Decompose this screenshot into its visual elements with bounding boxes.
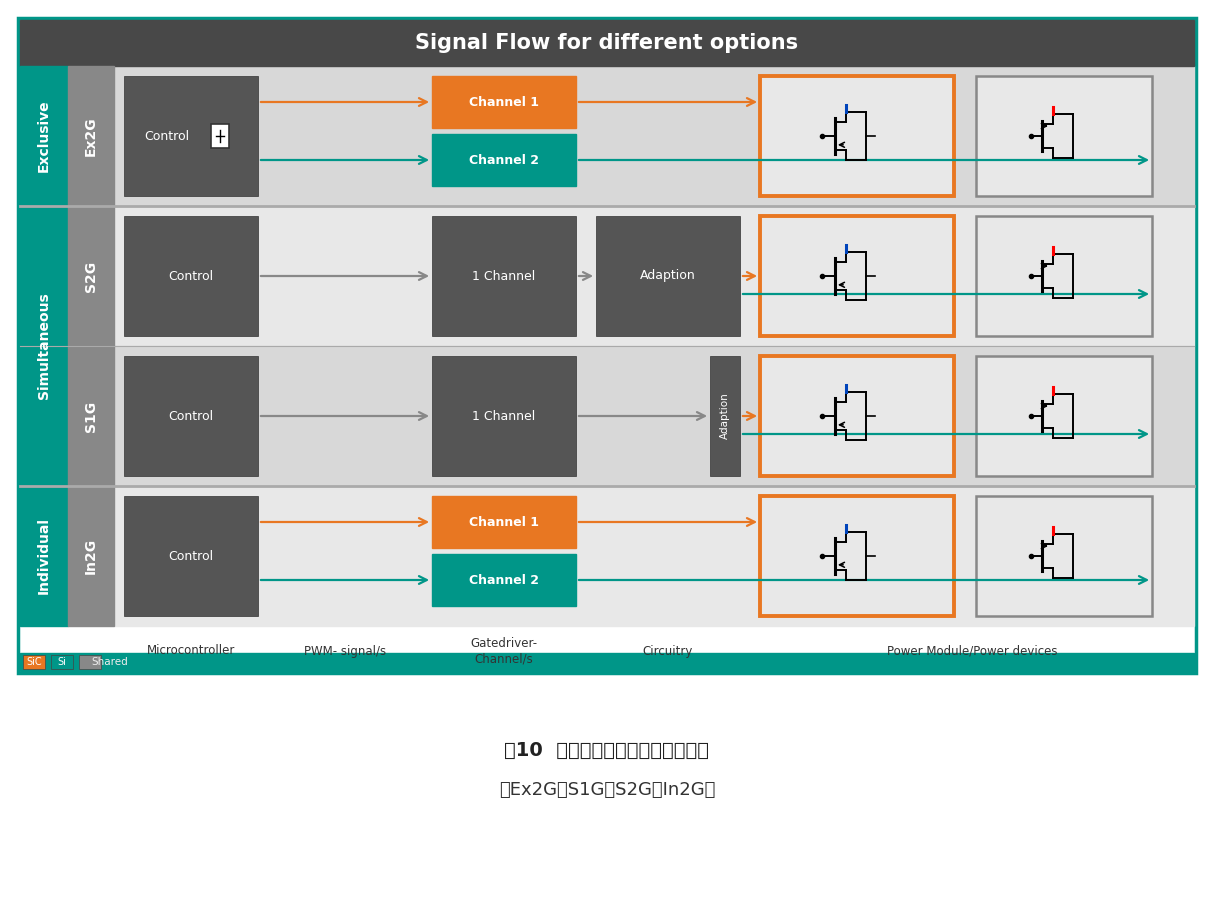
Text: （Ex2G、S1G、S2G、In2G）: （Ex2G、S1G、S2G、In2G） — [499, 781, 715, 799]
Bar — [760, 76, 954, 196]
Bar — [432, 554, 575, 606]
Bar — [19, 20, 1195, 66]
Bar — [114, 346, 1195, 486]
Text: SiC: SiC — [27, 657, 41, 667]
Bar — [124, 356, 259, 476]
Bar — [760, 216, 954, 336]
Text: Ex2G: Ex2G — [84, 116, 98, 156]
Text: Power Module/Power devices: Power Module/Power devices — [886, 645, 1057, 657]
Bar — [114, 66, 1195, 206]
Bar — [432, 356, 575, 476]
Bar — [79, 655, 101, 669]
Text: Channel 2: Channel 2 — [469, 154, 539, 166]
Bar — [19, 206, 68, 486]
Bar — [432, 496, 575, 548]
Bar — [710, 356, 741, 476]
Text: Channel 2: Channel 2 — [469, 574, 539, 586]
Bar — [124, 496, 259, 616]
Bar — [124, 76, 259, 196]
Bar — [596, 216, 741, 336]
Bar — [976, 76, 1152, 196]
Bar — [68, 66, 114, 206]
Text: Control: Control — [169, 549, 214, 563]
Text: Circuitry: Circuitry — [642, 645, 693, 657]
Text: In2G: In2G — [84, 538, 98, 574]
Text: Individual: Individual — [36, 518, 51, 594]
Bar — [114, 206, 1195, 346]
Text: S2G: S2G — [84, 261, 98, 291]
Text: Simultaneous: Simultaneous — [36, 293, 51, 399]
Bar — [114, 486, 1195, 626]
Bar — [976, 356, 1152, 476]
Bar — [432, 134, 575, 186]
Text: Signal Flow for different options: Signal Flow for different options — [415, 33, 799, 53]
Text: Si: Si — [57, 657, 67, 667]
Bar — [68, 346, 114, 486]
Bar — [23, 655, 45, 669]
Bar — [68, 206, 114, 346]
Bar — [68, 486, 114, 626]
Text: Gatedriver-
Channel/s: Gatedriver- Channel/s — [471, 637, 538, 665]
Text: Control: Control — [169, 270, 214, 282]
Text: PWM- signal/s: PWM- signal/s — [304, 645, 386, 657]
Text: S1G: S1G — [84, 400, 98, 432]
Text: 图10  融合技术的不同驱动控制策略: 图10 融合技术的不同驱动控制策略 — [505, 741, 709, 760]
Bar — [19, 653, 1195, 671]
Text: Adaption: Adaption — [640, 270, 696, 282]
Bar — [51, 655, 73, 669]
Text: Shared: Shared — [91, 657, 129, 667]
Bar — [432, 76, 575, 128]
Bar — [19, 486, 68, 626]
Text: Channel 1: Channel 1 — [469, 95, 539, 109]
Text: Control: Control — [144, 129, 189, 143]
Text: Control: Control — [169, 410, 214, 423]
Text: Channel 1: Channel 1 — [469, 515, 539, 529]
Bar — [432, 216, 575, 336]
Bar — [760, 496, 954, 616]
Bar — [211, 124, 229, 148]
Bar — [976, 216, 1152, 336]
Bar — [19, 66, 68, 206]
Text: Microcontroller: Microcontroller — [147, 645, 236, 657]
Bar — [760, 356, 954, 476]
Bar — [124, 216, 259, 336]
Bar — [976, 496, 1152, 616]
Text: Adaption: Adaption — [720, 393, 730, 440]
Text: 1 Channel: 1 Channel — [472, 270, 535, 282]
Text: Exclusive: Exclusive — [36, 100, 51, 173]
Text: 1 Channel: 1 Channel — [472, 410, 535, 423]
Bar — [18, 18, 1196, 673]
